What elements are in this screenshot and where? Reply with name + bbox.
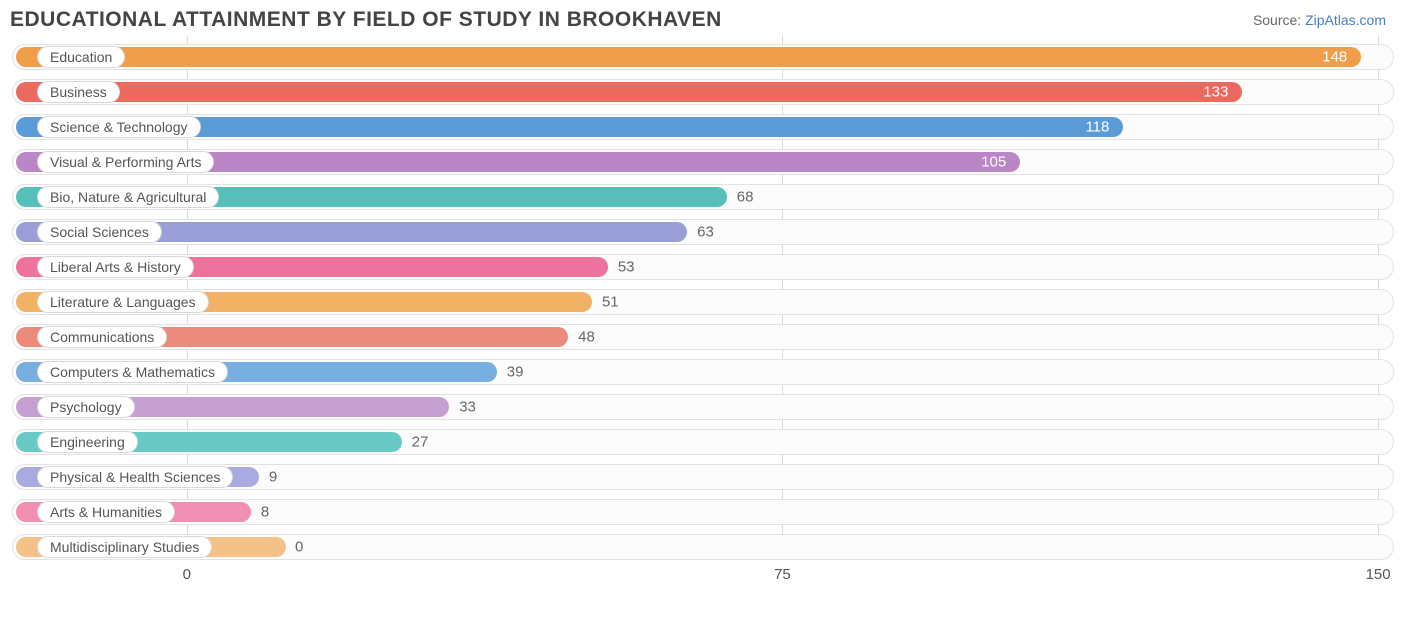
value-label: 48 bbox=[578, 329, 595, 346]
category-pill: Psychology bbox=[37, 396, 135, 418]
value-label: 51 bbox=[602, 294, 619, 311]
value-label: 68 bbox=[737, 189, 754, 206]
x-axis-label: 150 bbox=[1366, 566, 1391, 583]
category-pill: Engineering bbox=[37, 431, 138, 453]
bar-track: Engineering 27 bbox=[12, 429, 1394, 455]
bar-track: Computers & Mathematics 39 bbox=[12, 359, 1394, 385]
bar-track: Business 133 bbox=[12, 79, 1394, 105]
value-label: 53 bbox=[618, 259, 635, 276]
value-label: 9 bbox=[269, 469, 277, 486]
bar-track: Liberal Arts & History 53 bbox=[12, 254, 1394, 280]
value-label: 105 bbox=[981, 154, 1006, 171]
x-axis-label: 75 bbox=[774, 566, 791, 583]
bar-track: Multidisciplinary Studies 0 bbox=[12, 534, 1394, 560]
bar-track: Bio, Nature & Agricultural 68 bbox=[12, 184, 1394, 210]
bar-track: Social Sciences 63 bbox=[12, 219, 1394, 245]
category-pill: Social Sciences bbox=[37, 221, 162, 243]
bar-track: Science & Technology 118 bbox=[12, 114, 1394, 140]
value-label: 33 bbox=[459, 399, 476, 416]
value-label: 133 bbox=[1203, 84, 1228, 101]
category-pill: Literature & Languages bbox=[37, 291, 209, 313]
value-label: 27 bbox=[412, 434, 429, 451]
category-pill: Business bbox=[37, 81, 120, 103]
chart-area: Education 148 Business 133 Science & Technol… bbox=[12, 36, 1394, 590]
bar-track: Literature & Languages 51 bbox=[12, 289, 1394, 315]
value-label: 8 bbox=[261, 504, 269, 521]
bar bbox=[16, 82, 1242, 102]
value-label: 39 bbox=[507, 364, 524, 381]
chart-title: EDUCATIONAL ATTAINMENT BY FIELD OF STUDY… bbox=[10, 8, 722, 32]
bar-track: Education 148 bbox=[12, 44, 1394, 70]
source-prefix: Source: bbox=[1253, 12, 1305, 28]
bar-track: Physical & Health Sciences 9 bbox=[12, 464, 1394, 490]
source-link[interactable]: ZipAtlas.com bbox=[1305, 12, 1386, 28]
category-pill: Computers & Mathematics bbox=[37, 361, 228, 383]
category-pill: Communications bbox=[37, 326, 167, 348]
category-pill: Liberal Arts & History bbox=[37, 256, 194, 278]
source-attribution: Source: ZipAtlas.com bbox=[1253, 12, 1386, 28]
bar-track: Communications 48 bbox=[12, 324, 1394, 350]
bar-rows: Education 148 Business 133 Science & Technol… bbox=[12, 36, 1394, 560]
value-label: 63 bbox=[697, 224, 714, 241]
x-axis: 0 75 150 bbox=[12, 566, 1394, 586]
category-pill: Science & Technology bbox=[37, 116, 201, 138]
category-pill: Visual & Performing Arts bbox=[37, 151, 214, 173]
x-axis-label: 0 bbox=[183, 566, 191, 583]
bar-track: Psychology 33 bbox=[12, 394, 1394, 420]
value-label: 0 bbox=[295, 539, 303, 556]
category-pill: Multidisciplinary Studies bbox=[37, 536, 212, 558]
value-label: 148 bbox=[1322, 49, 1347, 66]
category-pill: Education bbox=[37, 46, 125, 68]
category-pill: Bio, Nature & Agricultural bbox=[37, 186, 219, 208]
value-label: 118 bbox=[1085, 119, 1109, 136]
bar-track: Visual & Performing Arts 105 bbox=[12, 149, 1394, 175]
category-pill: Physical & Health Sciences bbox=[37, 466, 233, 488]
bar-track: Arts & Humanities 8 bbox=[12, 499, 1394, 525]
bar bbox=[16, 47, 1361, 67]
category-pill: Arts & Humanities bbox=[37, 501, 175, 523]
